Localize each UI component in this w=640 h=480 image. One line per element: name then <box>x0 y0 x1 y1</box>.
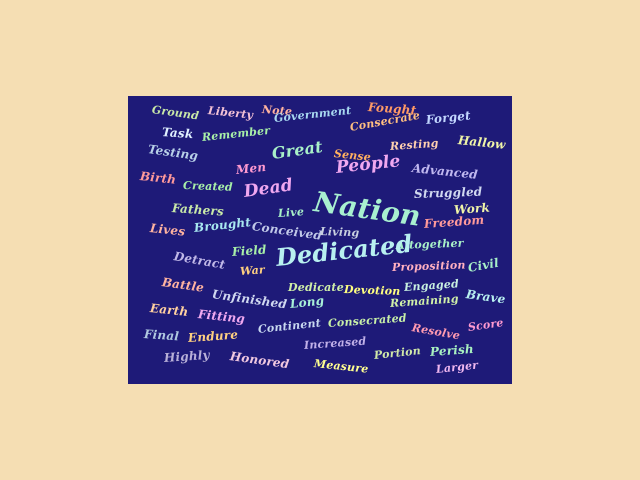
word-increased: Increased <box>303 334 367 352</box>
word-resting: Resting <box>389 136 440 153</box>
word-unfinished: Unfinished <box>211 287 288 312</box>
word-score: Score <box>467 316 505 334</box>
word-earth: Earth <box>149 301 190 319</box>
word-consecrated: Consecrated <box>327 311 408 330</box>
word-testing: Testing <box>147 142 200 163</box>
word-final: Final <box>143 327 180 344</box>
word-highly: Highly <box>163 347 211 365</box>
word-ground: Ground <box>151 103 200 123</box>
word-struggled: Struggled <box>413 184 483 201</box>
word-birth: Birth <box>139 169 177 187</box>
word-people: People <box>334 151 402 178</box>
word-created: Created <box>182 179 234 194</box>
word-fathers: Fathers <box>171 201 225 219</box>
word-proposition: Proposition <box>391 258 466 274</box>
word-war: War <box>239 263 266 278</box>
word-long: Long <box>289 293 325 311</box>
word-brought: Brought <box>193 215 252 235</box>
word-advanced: Advanced <box>411 161 479 182</box>
word-live: Live <box>277 205 305 220</box>
word-fitting: Fitting <box>197 307 246 326</box>
word-dead: Dead <box>242 175 295 202</box>
word-measure: Measure <box>313 357 370 376</box>
word-lives: Lives <box>149 221 186 239</box>
word-hallow: Hallow <box>457 133 507 152</box>
word-detract: Detract <box>172 249 227 272</box>
word-portion: Portion <box>373 344 422 362</box>
word-great: Great <box>270 136 324 163</box>
word-field: Field <box>231 242 268 259</box>
word-resolve: Resolve <box>410 321 462 343</box>
word-dedicate: Dedicate <box>288 281 344 294</box>
word-remaining: Remaining <box>389 292 460 310</box>
word-civil: Civil <box>466 255 500 275</box>
word-freedom: Freedom <box>423 212 485 231</box>
word-brave: Brave <box>465 287 507 307</box>
word-larger: Larger <box>435 358 479 376</box>
word-task: Task <box>161 125 194 142</box>
word-continent: Continent <box>257 316 322 336</box>
word-remember: Remember <box>201 123 271 144</box>
word-endure: Endure <box>187 327 239 345</box>
word-battle: Battle <box>161 275 205 295</box>
word-honored: Honored <box>229 349 291 372</box>
word-men: Men <box>235 159 267 177</box>
word-perish: Perish <box>429 341 475 359</box>
word-devotion: Devotion <box>343 283 401 298</box>
word-liberty: Liberty <box>207 104 254 122</box>
word-forget: Forget <box>425 108 472 127</box>
word-engaged: Engaged <box>403 277 460 294</box>
word-cloud: Ground Liberty Note Fought Government Forget T… <box>128 96 512 384</box>
